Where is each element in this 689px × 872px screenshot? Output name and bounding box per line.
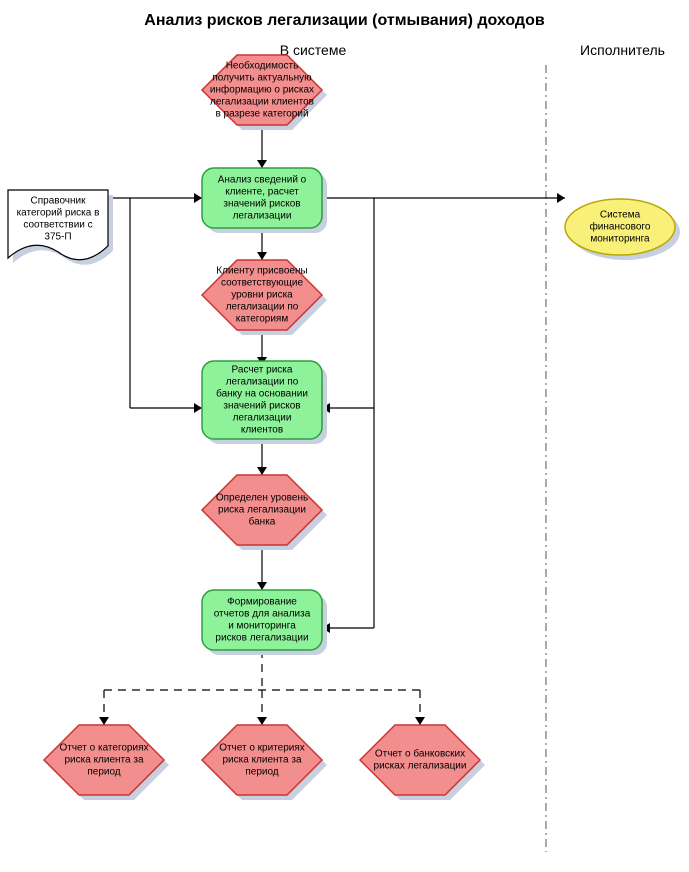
node-n1: Необходимостьполучить актуальнуюинформац… [202,55,327,130]
svg-text:категориям: категориям [236,314,289,325]
node-n5: Определен уровеньриска легализациибанка [202,475,327,550]
node-n9: Отчет о банковскихрисках легализации [360,725,485,800]
svg-text:и мониторинга: и мониторинга [228,621,296,632]
node-doc: Справочниккатегорий риска всоответствии … [8,190,113,265]
svg-text:375-П: 375-П [44,232,71,243]
svg-text:клиенте, расчет: клиенте, расчет [225,187,299,198]
svg-text:легализации: легализации [233,211,292,222]
svg-text:легализации по: легализации по [226,377,299,388]
svg-text:информацию о рисках: информацию о рисках [210,84,314,96]
svg-text:риска клиента за: риска клиента за [64,755,143,766]
svg-text:риска клиента за: риска клиента за [222,755,301,766]
svg-text:Система: Система [600,210,641,221]
svg-text:значений рисков: значений рисков [223,401,300,412]
svg-text:Анализ сведений о: Анализ сведений о [218,175,307,186]
svg-text:рисках легализации: рисках легализации [374,761,467,772]
diagram-title: Анализ рисков легализации (отмывания) до… [144,12,545,29]
svg-text:соответствии с: соответствии с [23,220,92,231]
svg-text:риска легализации: риска легализации [218,505,306,516]
svg-text:Клиенту присвоены: Клиенту присвоены [216,266,307,277]
svg-text:легализации по: легализации по [226,302,299,313]
svg-text:мониторинга: мониторинга [590,234,650,245]
svg-text:банка: банка [249,516,276,528]
svg-text:легализации клиентов: легализации клиентов [210,97,314,108]
lane-executor-title: Исполнитель [580,42,665,58]
svg-text:Отчет о банковских: Отчет о банковских [375,748,465,760]
svg-text:соответствующие: соответствующие [221,278,303,289]
svg-text:легализации: легализации [233,413,292,424]
svg-text:значений рисков: значений рисков [223,199,300,210]
lane-system-title: В системе [280,42,347,58]
svg-text:Необходимость: Необходимость [226,60,299,72]
svg-text:Расчет риска: Расчет риска [232,365,293,376]
svg-text:банку на основании: банку на основании [216,388,308,400]
svg-text:Справочник: Справочник [31,196,87,207]
svg-text:отчетов для анализа: отчетов для анализа [214,609,311,620]
svg-text:Формирование: Формирование [227,597,297,608]
svg-text:период: период [245,767,278,778]
svg-text:категорий риска в: категорий риска в [17,208,100,219]
svg-text:в разрезе категорий: в разрезе категорий [215,109,308,120]
svg-text:рисков легализации: рисков легализации [215,633,308,644]
node-n2: Анализ сведений оклиенте, расчетзначений… [202,168,327,233]
node-n6: Формированиеотчетов для анализаи монитор… [202,590,327,655]
svg-text:Определен уровень: Определен уровень [216,493,308,504]
svg-text:клиентов: клиентов [241,425,283,436]
svg-text:Отчет о категориях: Отчет о категориях [59,743,148,754]
node-n3: Клиенту присвоенысоответствующиеуровни р… [202,260,327,335]
node-n4: Расчет рискалегализации побанку на основ… [202,361,327,444]
svg-text:период: период [87,767,120,778]
node-sys: Системафинансовогомониторинга [565,199,680,260]
svg-text:получить актуальную: получить актуальную [212,73,312,84]
svg-text:финансового: финансового [590,221,651,233]
svg-text:уровни риска: уровни риска [231,290,293,301]
svg-text:Отчет о критериях: Отчет о критериях [219,743,305,754]
node-n8: Отчет о критерияхриска клиента запериод [202,725,327,800]
node-n7: Отчет о категорияхриска клиента запериод [44,725,169,800]
